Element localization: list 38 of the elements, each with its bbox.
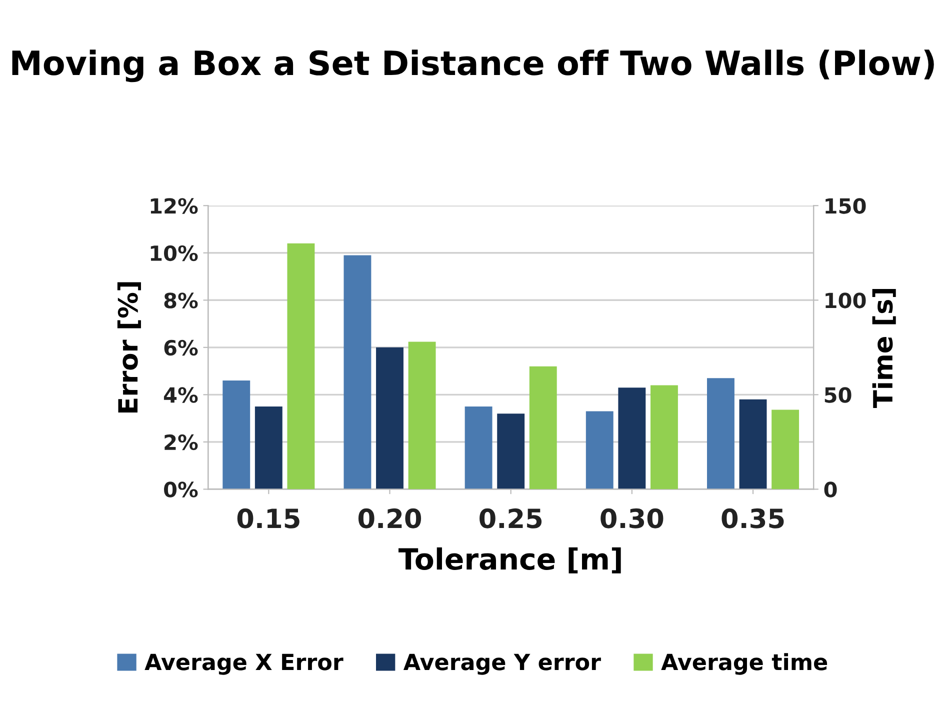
bar	[586, 411, 614, 490]
y2-tick-label: 150	[826, 198, 866, 214]
y2-axis-title: Time [s]	[872, 288, 896, 408]
x-tick-label: 0.35	[722, 508, 784, 528]
bar	[287, 243, 315, 490]
bar	[739, 399, 767, 490]
bar	[707, 378, 734, 490]
bar	[618, 388, 646, 490]
legend-label: Average Y error	[403, 654, 601, 675]
y-tick-label: 2%	[164, 434, 198, 450]
bar	[344, 255, 372, 490]
x-tick-label: 0.25	[480, 508, 542, 528]
bar	[464, 406, 492, 490]
y-tick-label: 4%	[164, 387, 198, 403]
y2-tick-label: 0	[824, 482, 837, 498]
bar	[376, 347, 404, 490]
bar	[497, 414, 525, 490]
y2-tick-label: 100	[826, 292, 866, 308]
bar	[529, 366, 557, 490]
y2-tick-label: 50	[824, 387, 852, 403]
y-tick-label: 0%	[164, 482, 198, 498]
y-tick-label: 10%	[150, 245, 198, 262]
x-tick-label: 0.20	[358, 508, 422, 528]
bar	[254, 406, 282, 490]
x-tick-label: 0.15	[237, 508, 300, 528]
bar	[408, 342, 436, 490]
y-axis-title: Error [%]	[117, 282, 141, 412]
x-axis-title: Tolerance [m]	[398, 547, 621, 574]
bar	[772, 410, 800, 490]
x-tick-label: 0.30	[600, 508, 664, 528]
bar	[650, 385, 678, 490]
chart-title: Moving a Box a Set Distance off Two Walls (Plow)	[12, 50, 934, 82]
y-tick-label: 12%	[150, 198, 198, 214]
legend-label: Average time	[661, 653, 828, 675]
y-tick-label: 8%	[164, 292, 198, 308]
legend-label: Average X Error	[144, 654, 344, 675]
bar	[222, 380, 250, 490]
y-tick-label: 6%	[164, 340, 198, 356]
